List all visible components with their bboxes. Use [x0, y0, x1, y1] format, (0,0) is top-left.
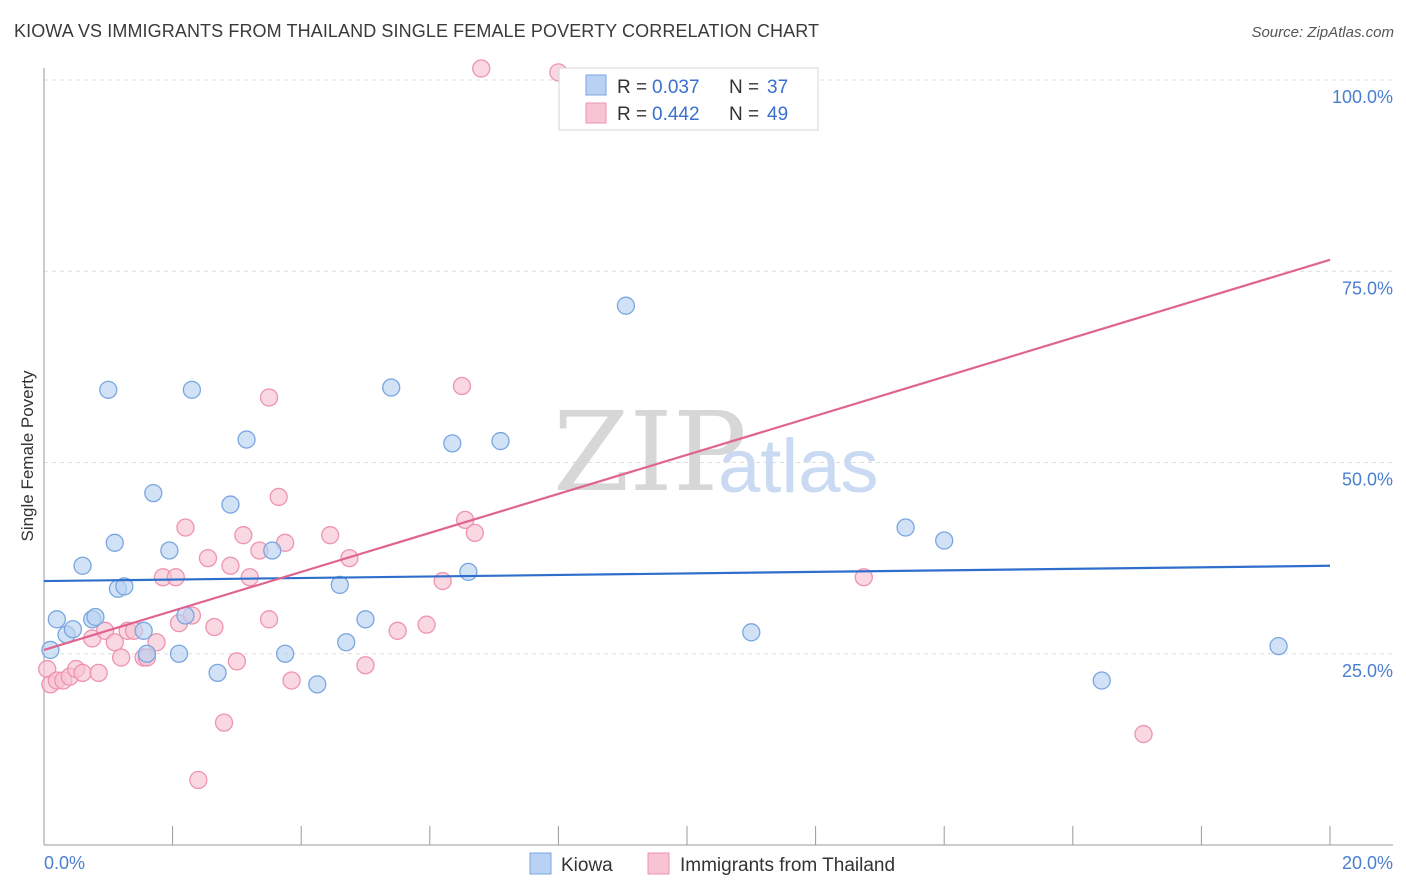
trend-lines	[43, 258, 1331, 651]
thai-point-45	[472, 59, 491, 78]
kiowa-point-30	[491, 431, 510, 451]
y-tick-label-100: 100.0%	[1332, 87, 1393, 107]
bottom-legend-kiowa-swatch	[529, 852, 552, 875]
kiowa-point-28	[443, 434, 462, 453]
bottom-legend-kiowa-label: Kiowa	[561, 855, 613, 876]
kiowa-point-4	[73, 556, 92, 575]
legend-kiowa-n-label: N =	[729, 77, 759, 98]
kiowa-point-15	[169, 644, 189, 663]
kiowa-point-29	[459, 562, 478, 582]
thai-point-47	[854, 568, 873, 587]
kiowa-point-11	[134, 621, 153, 640]
kiowa-point-27	[382, 378, 401, 397]
y-tick-label-25: 25.0%	[1342, 661, 1393, 681]
kiowa-point-6	[86, 607, 105, 627]
kiowa-point-35	[1092, 671, 1111, 690]
thai-point-31	[259, 388, 279, 407]
thai-point-28	[234, 526, 253, 545]
kiowa-point-12	[137, 644, 157, 663]
watermark: ZIP atlas	[553, 388, 879, 516]
kiowa-point-14	[160, 541, 179, 560]
y-tick-labels: 25.0% 50.0% 75.0% 100.0%	[1332, 87, 1393, 681]
thai-point-48	[1134, 724, 1153, 744]
legend-thai-r-label: R =	[617, 104, 647, 125]
watermark-atlas: atlas	[718, 424, 879, 509]
thai-point-26	[221, 556, 240, 575]
kiowa-point-10	[115, 577, 134, 596]
kiowa-point-36	[1269, 636, 1288, 656]
thai-point-8	[89, 663, 108, 683]
legend-kiowa-swatch	[585, 74, 607, 96]
kiowa-point-20	[237, 430, 256, 449]
legend: R = 0.037 N = 37 R = 0.442 N = 49	[558, 67, 819, 131]
y-tick-label-50: 50.0%	[1342, 470, 1393, 490]
kiowa-point-13	[144, 483, 163, 503]
bottom-legend-thai-swatch	[647, 852, 670, 875]
kiowa-point-18	[208, 663, 227, 683]
kiowa-point-24	[330, 575, 349, 595]
thai-point-41	[433, 571, 452, 591]
thai-point-36	[320, 526, 340, 545]
kiowa-point-32	[742, 623, 761, 642]
thai-point-33	[269, 487, 288, 507]
legend-thai-swatch	[585, 102, 607, 124]
axes	[43, 68, 1393, 846]
kiowa-point-23	[308, 675, 327, 694]
thai-point-32	[259, 610, 279, 629]
kiowa-point-1	[47, 610, 67, 629]
thai-point-6	[73, 663, 92, 683]
legend-thai-r-value: 0.442	[652, 104, 700, 125]
legend-kiowa-r-value: 0.037	[652, 77, 700, 98]
source-label: Source: ZipAtlas.com	[1251, 24, 1394, 41]
kiowa-point-26	[356, 610, 375, 629]
kiowa-point-21	[263, 541, 282, 560]
kiowa-point-7	[99, 380, 118, 399]
x-tick-label-max: 20.0%	[1342, 853, 1393, 873]
kiowa-point-34	[935, 531, 954, 550]
kiowa-point-31	[616, 296, 636, 315]
x-tick-label-min: 0.0%	[44, 853, 85, 873]
y-tick-label-75: 75.0%	[1342, 278, 1393, 298]
thai-point-11	[112, 648, 131, 667]
thai-point-40	[417, 615, 436, 634]
thai-point-38	[356, 656, 375, 675]
legend-thai-n-value: 49	[767, 104, 788, 125]
bottom-legend-thai-label: Immigrants from Thailand	[680, 855, 895, 876]
thai-point-20	[176, 518, 195, 537]
kiowa-point-25	[337, 633, 356, 652]
bottom-legend: Kiowa Immigrants from Thailand	[529, 852, 895, 876]
thai-point-23	[198, 548, 218, 568]
legend-thai-n-label: N =	[729, 104, 759, 125]
thai-point-44	[465, 523, 484, 543]
thai-point-18	[166, 568, 185, 587]
kiowa-trend-line	[43, 564, 1331, 583]
kiowa-point-3	[63, 620, 83, 639]
thai-point-39	[388, 621, 407, 640]
legend-kiowa-r-label: R =	[617, 77, 647, 98]
legend-kiowa-n-value: 37	[767, 77, 788, 98]
thai-point-24	[205, 617, 224, 637]
kiowa-point-33	[896, 518, 915, 537]
thai-point-22	[189, 770, 208, 790]
thai-point-25	[214, 713, 234, 732]
y-axis-label: Single Female Poverty	[18, 370, 37, 542]
thai-trend-line	[43, 258, 1331, 651]
kiowa-point-8	[105, 533, 124, 552]
kiowa-point-19	[221, 495, 240, 514]
thai-point-42	[452, 376, 472, 396]
thai-points	[38, 59, 1153, 790]
thai-point-29	[240, 568, 259, 587]
thai-point-27	[227, 652, 247, 671]
x-ticks	[43, 826, 1331, 845]
thai-point-35	[282, 671, 301, 690]
thai-point-10	[105, 633, 124, 652]
chart-title: KIOWA VS IMMIGRANTS FROM THAILAND SINGLE…	[14, 21, 820, 41]
kiowa-point-17	[182, 380, 202, 399]
watermark-zip: ZIP	[553, 388, 747, 516]
kiowa-point-22	[275, 644, 295, 663]
